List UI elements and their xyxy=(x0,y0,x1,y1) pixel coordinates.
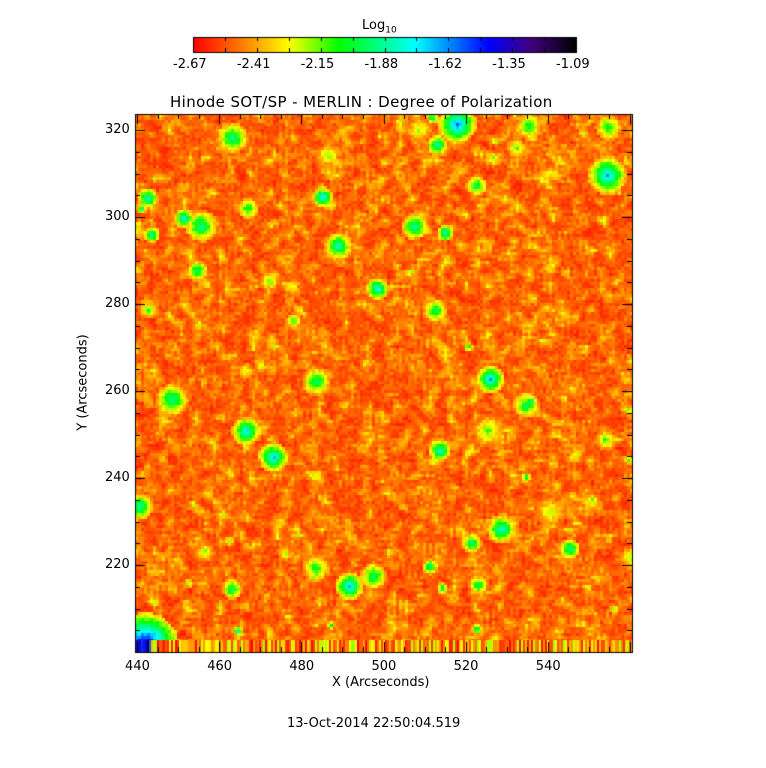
colorbar-label-main: Log xyxy=(362,18,386,33)
x-tick-label: 460 xyxy=(207,659,233,674)
x-tick-label: 440 xyxy=(125,659,150,674)
x-tick-label: 540 xyxy=(535,659,561,674)
x-tick-label: 500 xyxy=(371,659,397,674)
x-axis-label: X (Arcseconds) xyxy=(332,675,430,690)
y-tick-label: 280 xyxy=(105,296,130,312)
chart-title: Hinode SOT/SP - MERLIN : Degree of Polar… xyxy=(170,93,553,111)
colorbar-tick-label: -1.35 xyxy=(492,57,526,72)
y-tick-label: 300 xyxy=(105,209,130,225)
y-tick-label: 240 xyxy=(105,470,130,486)
colorbar-tick-label: -2.15 xyxy=(300,57,335,72)
colorbar-tick-label: -1.88 xyxy=(364,57,399,72)
colorbar-tick-label: -2.41 xyxy=(236,57,271,72)
colorbar-label: Log10 xyxy=(362,18,397,36)
y-tick-label: 320 xyxy=(105,122,130,138)
y-tick-label: 220 xyxy=(105,557,130,572)
colorbar-tick-label: -2.67 xyxy=(173,57,207,72)
x-tick-label: 480 xyxy=(289,659,315,674)
x-tick-label: 520 xyxy=(453,659,479,674)
y-axis-label: Y (Arcseconds) xyxy=(75,334,91,431)
colorbar-tick-label: -1.62 xyxy=(428,57,462,72)
timestamp: 13-Oct-2014 22:50:04.519 xyxy=(287,716,461,731)
colorbar-label-sub: 10 xyxy=(385,25,397,36)
colorbar-tick-label: -1.09 xyxy=(556,57,590,72)
y-tick-label: 260 xyxy=(105,383,130,399)
